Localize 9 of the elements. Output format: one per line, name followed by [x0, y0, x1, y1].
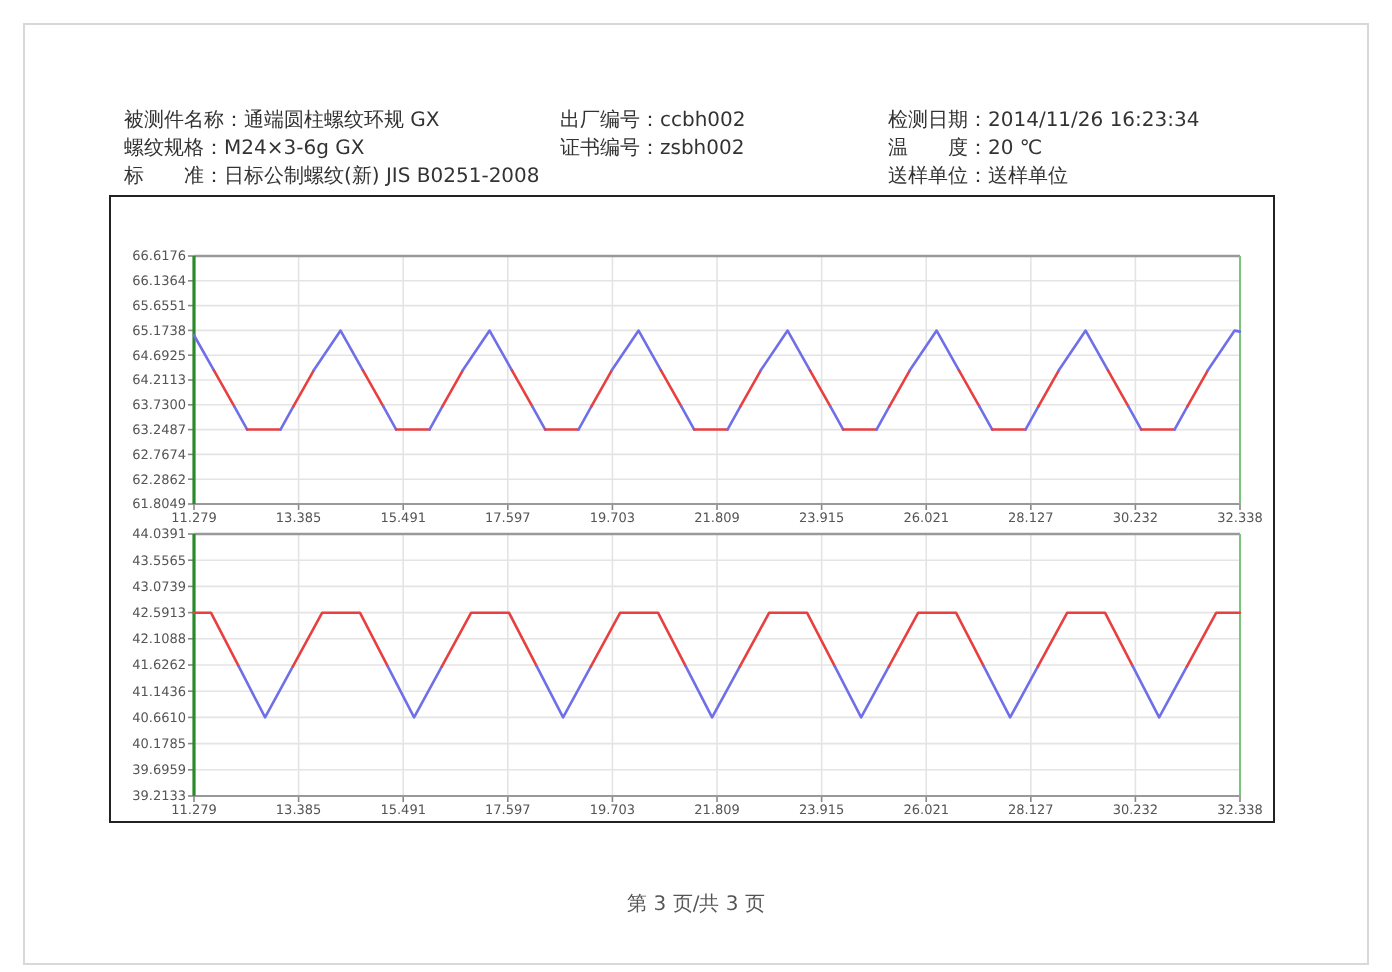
text: 第 3 页/共 3 页: [627, 892, 765, 916]
text: 证书编号：zsbh002: [560, 136, 745, 160]
text: 检测日期：2014/11/26 16:23:34: [888, 108, 1200, 132]
text: 螺纹规格：M24×3-6g GX: [124, 136, 365, 160]
text: 送样单位：送样单位: [888, 164, 1068, 188]
text: 温 度：20 ℃: [888, 136, 1043, 160]
text: 标 准：日标公制螺纹(新) JIS B0251-2008: [122, 164, 540, 188]
text: 出厂编号：ccbh002: [560, 108, 746, 132]
text: 被测件名称：通端圆柱螺纹环规 GX: [124, 108, 440, 132]
